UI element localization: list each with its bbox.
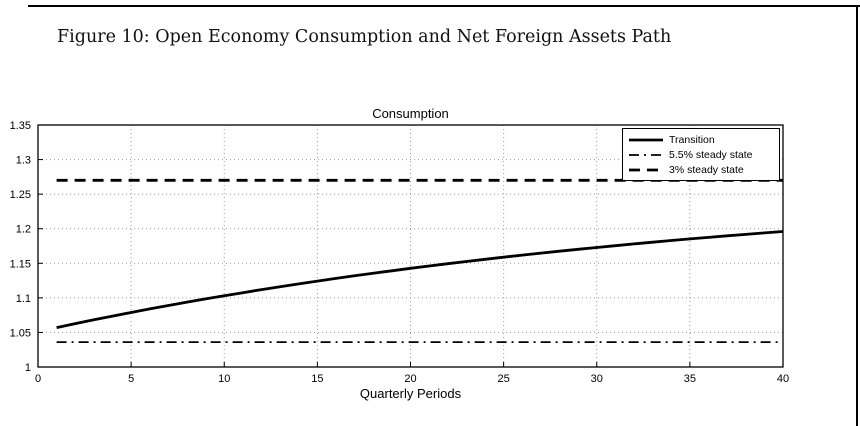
y-tick-label: 1 xyxy=(25,362,31,374)
y-tick-label: 1.1 xyxy=(16,293,31,305)
chart-legend: Transition 5.5% steady state 3% steady s… xyxy=(622,128,780,181)
y-tick-label: 1.3 xyxy=(16,155,31,167)
legend-label-55-steady-state: 5.5% steady state xyxy=(669,148,753,161)
x-tick-label: 5 xyxy=(128,373,134,385)
x-tick-label: 30 xyxy=(591,373,603,385)
y-tick-label: 1.15 xyxy=(10,258,31,270)
page-border-right-line xyxy=(856,5,858,426)
legend-line-dashed-icon xyxy=(629,168,663,171)
x-tick-label: 0 xyxy=(35,373,41,385)
y-tick-label: 1.2 xyxy=(16,224,31,236)
figure-caption: Figure 10: Open Economy Consumption and … xyxy=(57,27,672,47)
series-line-solid xyxy=(56,230,784,329)
page-border-top-line xyxy=(28,5,860,7)
x-tick-label: 10 xyxy=(218,373,230,385)
legend-item-55-steady-state: 5.5% steady state xyxy=(627,147,773,162)
x-tick-label: 40 xyxy=(777,373,789,385)
legend-item-transition: Transition xyxy=(627,132,773,147)
x-tick-label: 20 xyxy=(404,373,416,385)
chart-title: Consumption xyxy=(372,106,449,121)
legend-line-dash-dot-icon xyxy=(629,153,663,156)
legend-label-transition: Transition xyxy=(669,133,715,146)
legend-item-3-steady-state: 3% steady state xyxy=(627,162,773,177)
y-tick-label: 1.35 xyxy=(10,120,31,132)
y-tick-label: 1.25 xyxy=(10,189,31,201)
x-tick-label: 35 xyxy=(684,373,696,385)
x-tick-label: 15 xyxy=(311,373,323,385)
x-tick-label: 25 xyxy=(498,373,510,385)
x-axis-label: Quarterly Periods xyxy=(360,386,462,401)
y-tick-label: 1.05 xyxy=(10,327,31,339)
legend-label-3-steady-state: 3% steady state xyxy=(669,163,744,176)
legend-line-solid-icon xyxy=(629,138,663,141)
